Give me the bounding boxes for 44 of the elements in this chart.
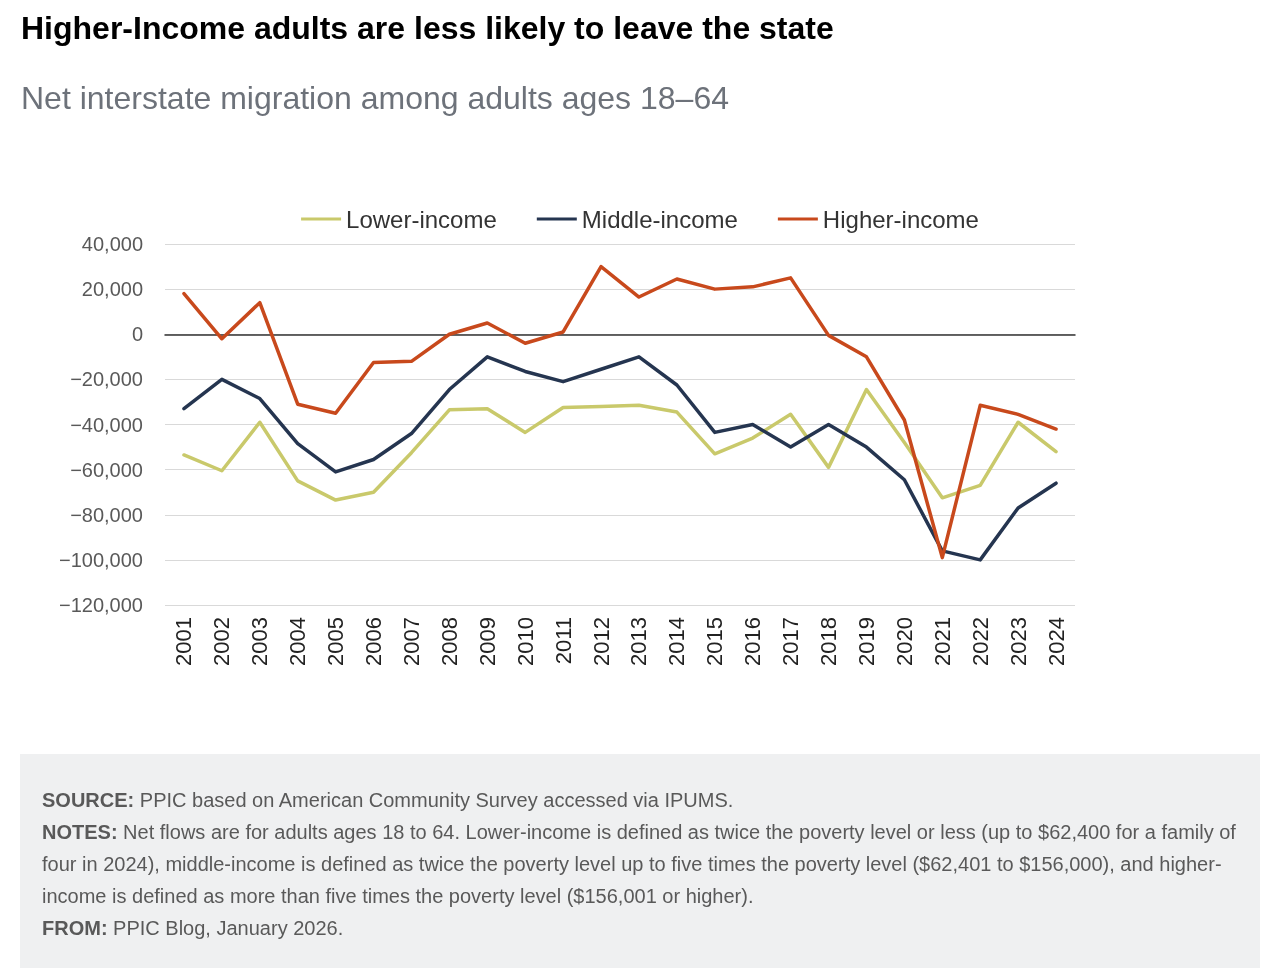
legend-label: Lower-income <box>346 205 497 233</box>
source-note: SOURCE: PPIC based on American Community Survey accessed via IPUMS. <box>42 789 734 811</box>
y-tick-label: −120,000 <box>59 594 143 616</box>
x-tick-label: 2018 <box>816 617 842 666</box>
y-tick-label: −100,000 <box>59 548 143 571</box>
x-tick-label: 2005 <box>323 617 349 666</box>
legend-label: Higher-income <box>822 205 979 233</box>
x-tick-label: 2011 <box>550 617 576 665</box>
text: FROM: PPIC Blog, January 2026. <box>42 917 344 939</box>
text: NOTES: Net flows are for adults ages 18 to 64. Lower-income is defined as twice the poverty level or less (up to $62,400 for a family of four in 2024), middle-income is defined as twice the poverty level up to five times the poverty level ($62,401 to $156,000), and higher-income is defined as more than five times the poverty level ($156,001 or higher). <box>42 821 1236 907</box>
x-tick-label: 2014 <box>664 617 690 666</box>
x-tick-label: 2020 <box>891 617 917 666</box>
x-tick-label: 2016 <box>740 617 766 666</box>
chart-title: Higher-Income adults are less likely to leave the state <box>21 10 834 47</box>
x-tick-label: 2010 <box>512 617 538 666</box>
x-tick-label: 2019 <box>853 617 879 666</box>
x-tick-label: 2007 <box>398 617 424 666</box>
chart-subtitle: Net interstate migration among adults ages 18–64 <box>21 80 729 117</box>
x-tick-label: 2003 <box>247 617 273 666</box>
x-tick-label: 2012 <box>588 617 614 666</box>
legend-label: Middle-income <box>581 205 738 233</box>
line-series <box>182 387 1058 502</box>
x-tick-label: 2023 <box>1005 617 1031 666</box>
x-tick-label: 2021 <box>929 617 955 666</box>
y-tick-label: −40,000 <box>70 413 143 436</box>
x-tick-label: 2001 <box>171 617 197 666</box>
y-tick-label: −60,000 <box>70 458 143 481</box>
y-tick-label: 20,000 <box>81 278 143 301</box>
x-tick-label: 2008 <box>436 617 462 666</box>
y-tick-label: −80,000 <box>70 503 143 526</box>
y-tick-label: 0 <box>131 323 143 346</box>
line-series <box>182 355 1058 562</box>
y-tick-label: −20,000 <box>70 368 143 391</box>
x-tick-label: 2009 <box>474 617 500 666</box>
x-tick-label: 2022 <box>967 617 993 666</box>
x-tick-label: 2015 <box>702 617 728 666</box>
x-tick-label: 2013 <box>626 617 652 666</box>
x-tick-label: 2017 <box>778 617 804 666</box>
x-tick-label: 2002 <box>209 617 235 666</box>
y-tick-label: 40,000 <box>81 233 143 255</box>
x-tick-label: 2024 <box>1043 617 1069 666</box>
x-tick-label: 2004 <box>285 617 311 666</box>
x-tick-label: 2006 <box>361 617 387 666</box>
line-series <box>182 264 1058 560</box>
